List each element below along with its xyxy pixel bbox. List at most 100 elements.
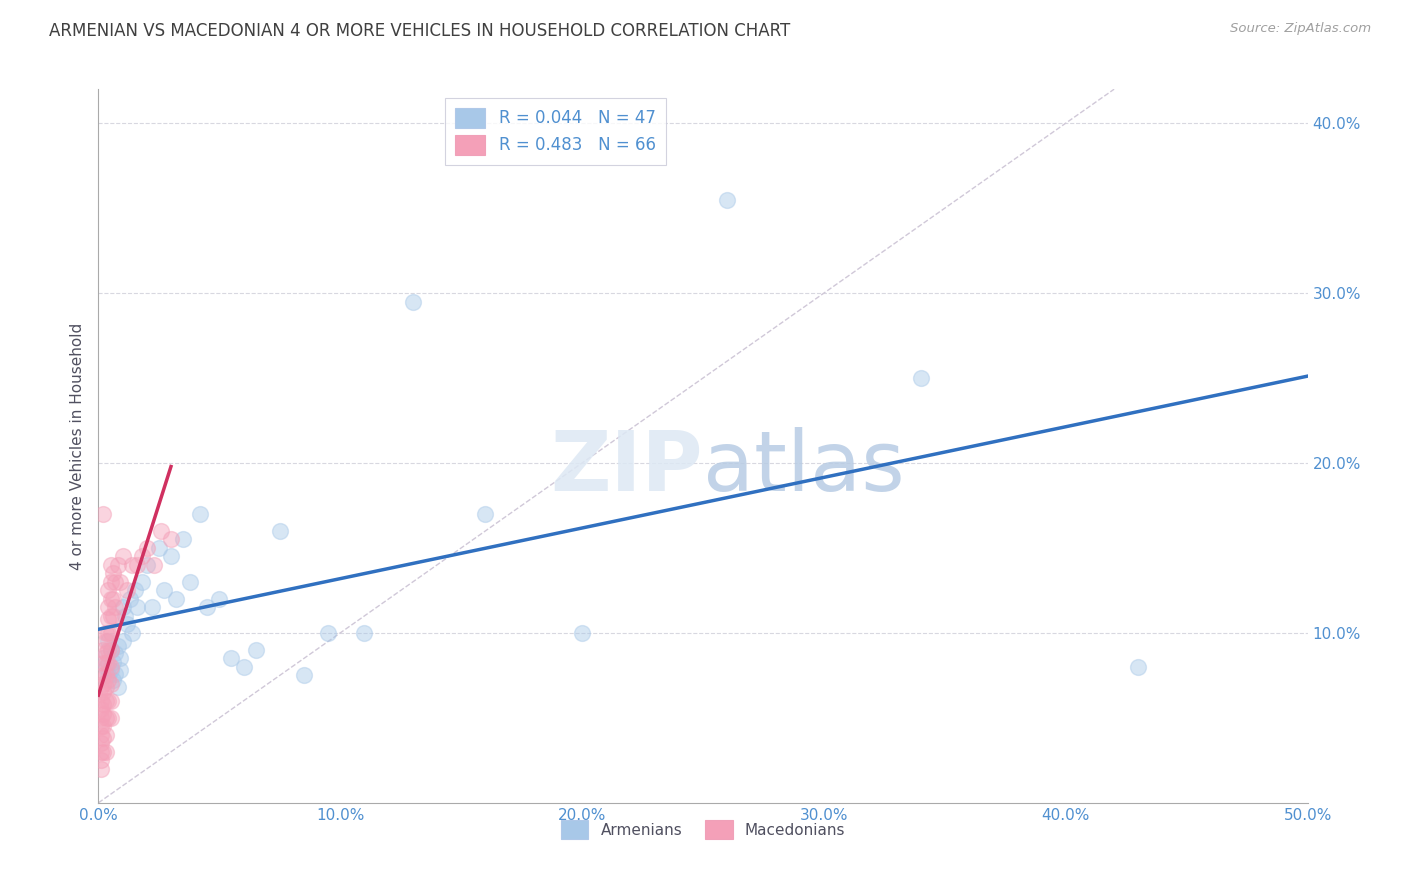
Text: ZIP: ZIP xyxy=(551,427,703,508)
Point xyxy=(100,608,122,623)
Point xyxy=(127,600,149,615)
Point xyxy=(1128,660,1150,674)
Point xyxy=(292,668,315,682)
Point xyxy=(108,651,131,665)
Point xyxy=(91,698,114,712)
Point xyxy=(100,677,122,691)
Point xyxy=(353,626,375,640)
Point xyxy=(143,558,166,572)
Point xyxy=(90,694,112,708)
Point xyxy=(131,549,153,564)
Legend: Armenians, Macedonians: Armenians, Macedonians xyxy=(554,814,852,845)
Point xyxy=(221,651,243,665)
Point xyxy=(269,524,291,538)
Text: ARMENIAN VS MACEDONIAN 4 OR MORE VEHICLES IN HOUSEHOLD CORRELATION CHART: ARMENIAN VS MACEDONIAN 4 OR MORE VEHICLE… xyxy=(49,22,790,40)
Point xyxy=(104,574,127,589)
Point xyxy=(152,583,174,598)
Point xyxy=(111,600,134,615)
Point xyxy=(97,668,120,682)
Point xyxy=(402,294,425,309)
Point xyxy=(188,507,211,521)
Point xyxy=(100,643,122,657)
Point xyxy=(100,558,122,572)
Point xyxy=(94,668,117,682)
Point xyxy=(111,634,134,648)
Point xyxy=(91,643,114,657)
Point xyxy=(90,736,112,750)
Point xyxy=(150,524,173,538)
Point xyxy=(97,694,120,708)
Point xyxy=(165,591,187,606)
Point xyxy=(101,608,124,623)
Point xyxy=(245,643,267,657)
Point xyxy=(111,549,134,564)
Point xyxy=(232,660,254,674)
Point xyxy=(100,711,122,725)
Point xyxy=(91,731,114,746)
Point xyxy=(148,541,170,555)
Point xyxy=(94,626,117,640)
Point xyxy=(90,719,112,733)
Text: Source: ZipAtlas.com: Source: ZipAtlas.com xyxy=(1230,22,1371,36)
Point xyxy=(91,657,114,671)
Point xyxy=(91,651,114,665)
Point xyxy=(100,660,122,674)
Point xyxy=(97,600,120,615)
Point xyxy=(91,745,114,759)
Point xyxy=(100,643,122,657)
Point xyxy=(97,583,120,598)
Point xyxy=(107,558,129,572)
Point xyxy=(91,707,114,722)
Point xyxy=(94,634,117,648)
Point xyxy=(910,371,932,385)
Point xyxy=(104,666,127,681)
Point xyxy=(94,728,117,742)
Point xyxy=(94,646,117,660)
Point xyxy=(94,657,117,671)
Point xyxy=(97,711,120,725)
Point xyxy=(91,719,114,733)
Point xyxy=(101,591,124,606)
Point xyxy=(107,640,129,654)
Point xyxy=(101,655,124,669)
Point xyxy=(90,680,112,694)
Y-axis label: 4 or more Vehicles in Household: 4 or more Vehicles in Household xyxy=(69,322,84,570)
Point xyxy=(716,193,738,207)
Point xyxy=(208,591,231,606)
Point xyxy=(114,608,136,623)
Point xyxy=(90,745,112,759)
Point xyxy=(100,591,122,606)
Point xyxy=(100,694,122,708)
Point xyxy=(131,574,153,589)
Point xyxy=(121,558,143,572)
Point xyxy=(160,533,183,547)
Point xyxy=(124,583,146,598)
Point xyxy=(94,680,117,694)
Point xyxy=(90,702,112,716)
Point xyxy=(94,745,117,759)
Point xyxy=(94,694,117,708)
Point xyxy=(571,626,593,640)
Point xyxy=(135,541,157,555)
Point xyxy=(127,558,149,572)
Point xyxy=(90,753,112,767)
Point xyxy=(97,612,120,626)
Point xyxy=(100,663,122,677)
Point xyxy=(118,591,141,606)
Point xyxy=(91,677,114,691)
Point xyxy=(91,507,114,521)
Point xyxy=(179,574,201,589)
Point xyxy=(117,583,139,598)
Point xyxy=(107,680,129,694)
Point xyxy=(91,685,114,699)
Point xyxy=(117,617,139,632)
Point xyxy=(90,762,112,776)
Point xyxy=(108,663,131,677)
Point xyxy=(101,566,124,581)
Point xyxy=(104,646,127,660)
Point xyxy=(104,600,127,615)
Point xyxy=(195,600,218,615)
Point xyxy=(97,634,120,648)
Point xyxy=(97,673,120,688)
Point xyxy=(90,711,112,725)
